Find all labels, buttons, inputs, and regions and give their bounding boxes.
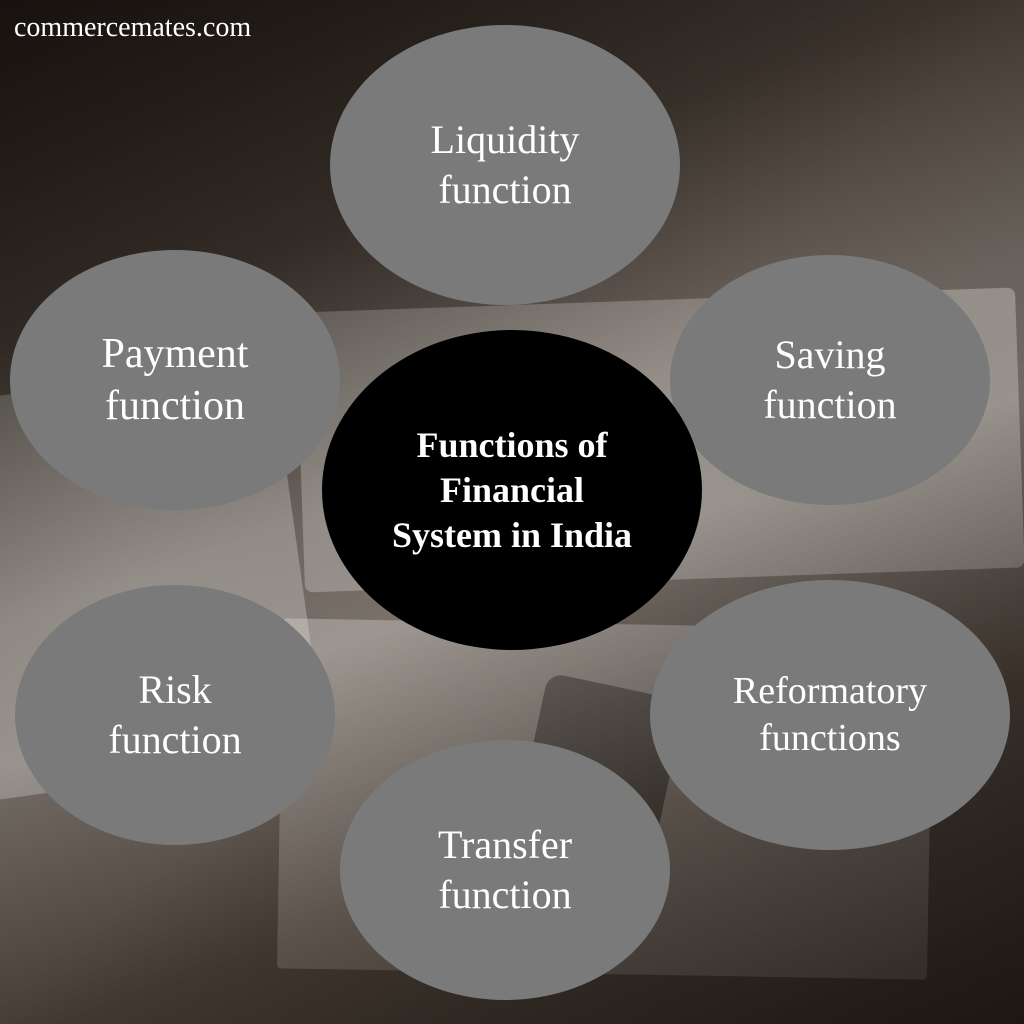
node-reformatory-label: Reformatoryfunctions	[723, 658, 937, 773]
center-node: Functions ofFinancialSystem in India	[322, 330, 702, 650]
center-node-label: Functions ofFinancialSystem in India	[382, 413, 642, 568]
node-saving: Savingfunction	[670, 255, 990, 505]
watermark: commercemates.com	[14, 12, 251, 44]
node-transfer-label: Transferfunction	[428, 810, 582, 930]
node-saving-label: Savingfunction	[753, 320, 906, 440]
node-risk-label: Riskfunction	[98, 655, 251, 775]
node-liquidity: Liquidityfunction	[330, 25, 680, 305]
node-reformatory: Reformatoryfunctions	[650, 580, 1010, 850]
node-risk: Riskfunction	[15, 585, 335, 845]
diagram-container: commercemates.com Liquidityfunction Savin…	[0, 0, 1024, 1024]
node-payment: Paymentfunction	[10, 250, 340, 510]
node-payment-label: Paymentfunction	[92, 318, 259, 443]
node-liquidity-label: Liquidityfunction	[421, 105, 590, 225]
node-transfer: Transferfunction	[340, 740, 670, 1000]
